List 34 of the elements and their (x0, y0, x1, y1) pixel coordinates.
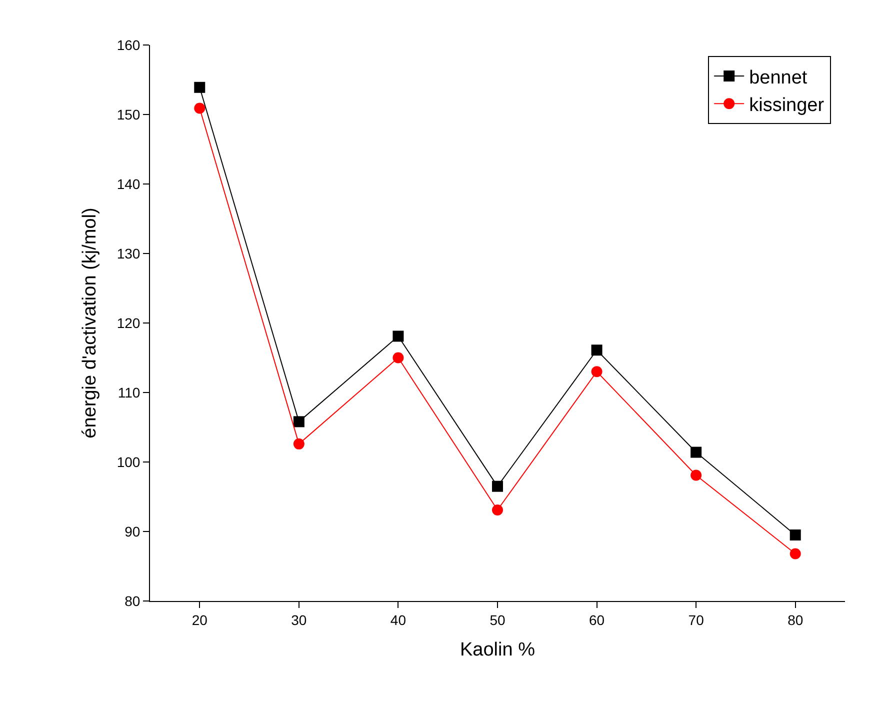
point (591, 344, 602, 356)
point (392, 330, 404, 342)
point (293, 438, 304, 450)
legend-label: bennet (749, 67, 808, 88)
point (690, 446, 702, 458)
x-tick-label: 40 (390, 612, 406, 628)
y-tick-label: 150 (116, 106, 140, 122)
x-axis-title: Kaolin % (460, 640, 536, 661)
point (293, 416, 304, 428)
x-tick-label: 60 (589, 612, 605, 628)
point (790, 548, 801, 560)
x-tick-label: 50 (490, 612, 506, 628)
y-tick-label: 90 (124, 523, 140, 540)
x-tick-label: 20 (192, 612, 208, 628)
y-tick-label: 130 (116, 245, 140, 262)
x-tick-label: 30 (291, 612, 307, 628)
x-tick-label: 70 (688, 612, 704, 628)
y-tick-label: 110 (118, 384, 140, 400)
legend-label: kissinger (749, 95, 825, 116)
point (790, 529, 801, 540)
y-tick-label: 120 (116, 314, 140, 331)
point (492, 504, 503, 516)
y-tick-label: 100 (116, 454, 140, 470)
point (392, 352, 404, 364)
y-axis-title: énergie d'activation (kj/mol) (80, 208, 101, 438)
y-tick-label: 80 (124, 592, 140, 609)
point (194, 102, 206, 114)
point (690, 470, 702, 481)
point (492, 480, 503, 492)
point (194, 82, 206, 93)
point (591, 366, 602, 378)
y-tick-label: 140 (116, 176, 140, 192)
x-tick-label: 80 (788, 612, 804, 628)
y-tick-label: 160 (116, 36, 140, 53)
